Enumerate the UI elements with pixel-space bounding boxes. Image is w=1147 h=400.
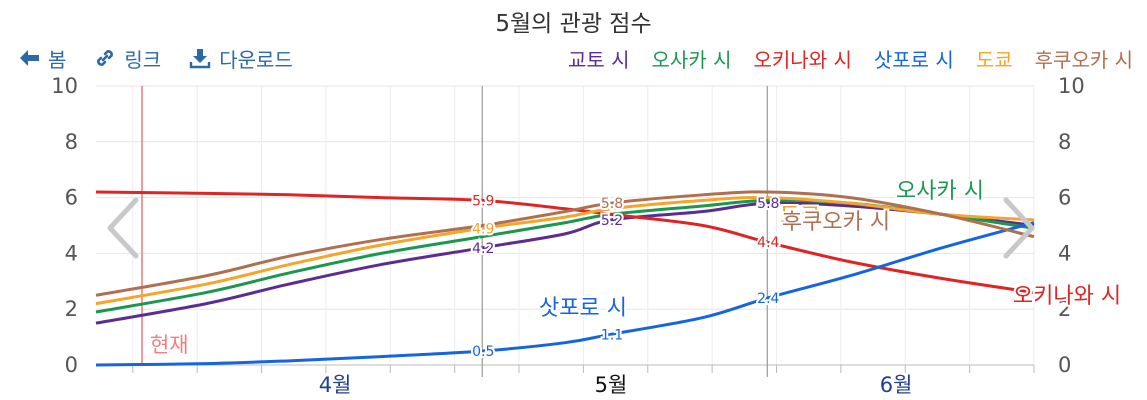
legend: 교토 시 오사카 시 오키나와 시 삿포로 시 도쿄 후쿠오카 시 [546, 42, 1133, 74]
legend-item-삿포로-시[interactable]: 삿포로 시 [873, 47, 954, 72]
link-label: 링크 [124, 47, 162, 72]
download-button[interactable]: 다운로드 [189, 44, 293, 73]
y-tick-label-left: 2 [65, 297, 78, 321]
x-month-label: 6월 [880, 373, 913, 397]
legend-item-후쿠오카-시[interactable]: 후쿠오카 시 [1034, 47, 1133, 72]
series-label-삿포로-시: 삿포로 시 [539, 296, 627, 321]
series-line-후쿠오카-시 [95, 190, 1035, 297]
x-month-label: 5월 [595, 373, 628, 397]
data-label: 4.4 [757, 235, 779, 251]
series-label-후쿠오카-시: 후쿠오카 시 [782, 210, 890, 235]
series-line-삿포로-시 [95, 221, 1035, 367]
next-arrow-button[interactable] [1002, 196, 1038, 264]
y-tick-label-left: 6 [65, 186, 78, 210]
y-tick-label-left: 0 [65, 353, 78, 377]
download-label: 다운로드 [219, 47, 293, 72]
chevron-left-icon [107, 197, 139, 259]
y-tick-label-right: 4 [1058, 241, 1071, 265]
y-tick-label-left: 4 [65, 241, 78, 265]
y-tick-label-right: 0 [1058, 353, 1071, 377]
legend-item-오키나와-시[interactable]: 오키나와 시 [753, 47, 852, 72]
series-label-도쿄: 도쿄 [780, 204, 820, 229]
now-marker-label: 현재 [150, 333, 189, 357]
link-button[interactable]: 링크 [94, 44, 161, 73]
x-month-label: 4월 [319, 373, 352, 397]
chevron-right-icon [1003, 197, 1035, 259]
download-icon [190, 49, 211, 69]
legend-item-교토-시[interactable]: 교토 시 [567, 47, 630, 72]
series-line-오키나와-시 [95, 190, 1035, 294]
y-tick-label-left: 10 [51, 74, 78, 98]
series-label-오사카-시: 오사카 시 [896, 179, 984, 204]
y-tick-label-right: 10 [1058, 74, 1085, 98]
data-label: 5.8 [601, 196, 623, 212]
link-icon [97, 50, 114, 66]
y-tick-label-right: 8 [1058, 130, 1071, 154]
data-label: 2.4 [757, 291, 779, 307]
y-tick-label-right: 6 [1058, 186, 1071, 210]
data-label: 1.1 [601, 327, 623, 343]
data-label: 5.8 [757, 196, 779, 212]
data-label: 5.9 [472, 193, 494, 209]
series-line-교토-시 [95, 201, 1035, 325]
data-label: 4.9 [472, 221, 494, 237]
series-line-도쿄 [95, 196, 1035, 306]
chart-title: 5월의 관광 점수 [495, 11, 652, 37]
arrow-left-icon [20, 50, 39, 66]
y-tick-label-left: 8 [65, 130, 78, 154]
series-label-오키나와-시: 오키나와 시 [1013, 284, 1121, 309]
data-label: 5.2 [601, 213, 623, 229]
legend-item-도쿄[interactable]: 도쿄 [975, 47, 1013, 72]
data-label: 0.5 [472, 344, 494, 360]
legend-item-오사카-시[interactable]: 오사카 시 [651, 47, 732, 72]
toolbar: 봄 링크 다운로드 [18, 42, 321, 74]
back-button[interactable]: 봄 [18, 44, 66, 73]
y-tick-label-right: 2 [1058, 297, 1071, 321]
back-label: 봄 [48, 47, 67, 72]
data-label: 4.2 [472, 241, 494, 257]
prev-arrow-button[interactable] [104, 196, 140, 264]
